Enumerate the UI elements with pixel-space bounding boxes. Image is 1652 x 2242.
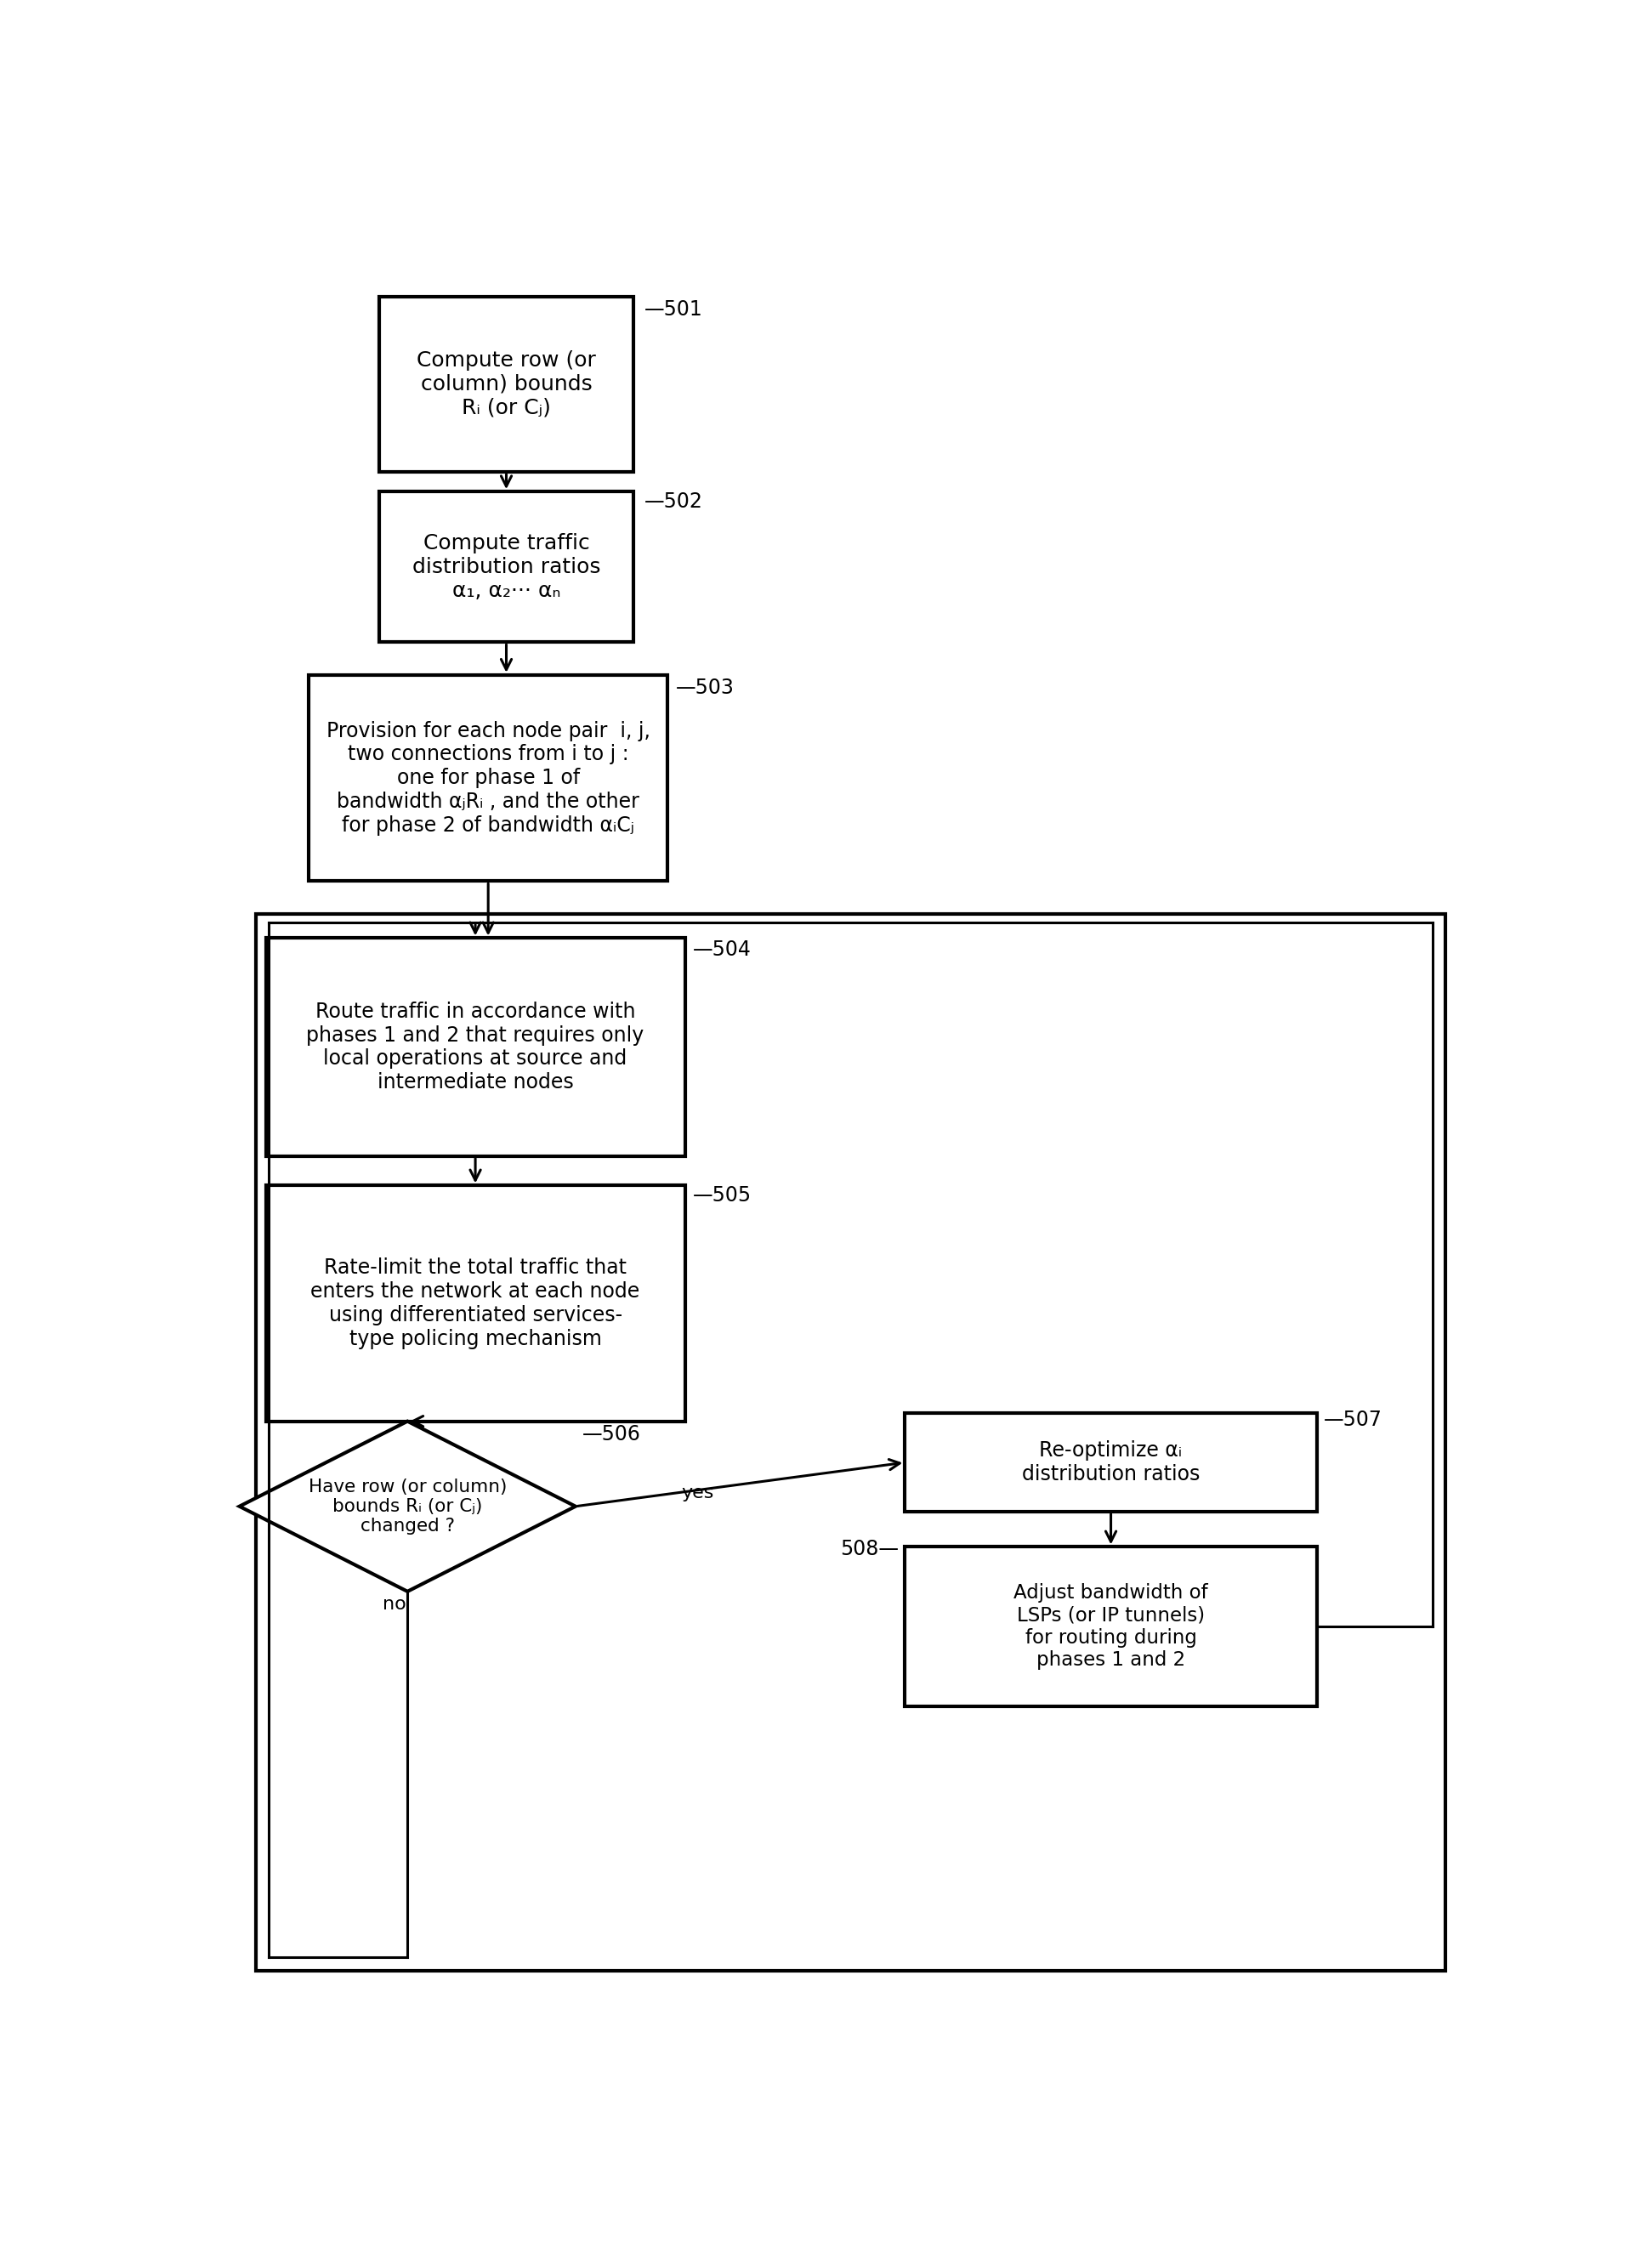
Text: Compute row (or
column) bounds
Rᵢ (or Cⱼ): Compute row (or column) bounds Rᵢ (or Cⱼ… xyxy=(416,350,596,417)
Bar xyxy=(256,915,1446,1971)
Polygon shape xyxy=(240,1421,575,1592)
Bar xyxy=(380,296,633,473)
Text: Re-optimize αᵢ
distribution ratios: Re-optimize αᵢ distribution ratios xyxy=(1023,1439,1199,1484)
Bar xyxy=(905,1412,1317,1511)
Bar xyxy=(905,1547,1317,1706)
Text: no: no xyxy=(383,1596,406,1612)
Text: —502: —502 xyxy=(644,491,704,511)
Text: Have row (or column)
bounds Rᵢ (or Cⱼ)
changed ?: Have row (or column) bounds Rᵢ (or Cⱼ) c… xyxy=(309,1477,507,1534)
Text: Rate-limit the total traffic that
enters the network at each node
using differen: Rate-limit the total traffic that enters… xyxy=(311,1258,639,1350)
Text: Adjust bandwidth of
LSPs (or IP tunnels)
for routing during
phases 1 and 2: Adjust bandwidth of LSPs (or IP tunnels)… xyxy=(1014,1583,1208,1670)
Bar xyxy=(309,675,667,881)
Bar xyxy=(266,937,686,1157)
Bar xyxy=(380,491,633,641)
Text: yes: yes xyxy=(681,1484,714,1502)
Text: —507: —507 xyxy=(1323,1410,1383,1430)
Text: Compute traffic
distribution ratios
α₁, α₂··· αₙ: Compute traffic distribution ratios α₁, … xyxy=(411,534,600,601)
Text: Provision for each node pair  i, j,
two connections from i to j :
one for phase : Provision for each node pair i, j, two c… xyxy=(327,720,651,836)
Text: —504: —504 xyxy=(692,939,752,960)
Text: —501: —501 xyxy=(644,300,704,321)
Bar xyxy=(266,1186,686,1421)
Text: —506: —506 xyxy=(582,1424,641,1444)
Text: 508—: 508— xyxy=(839,1538,899,1558)
Text: Route traffic in accordance with
phases 1 and 2 that requires only
local operati: Route traffic in accordance with phases … xyxy=(307,1002,644,1092)
Text: —505: —505 xyxy=(692,1186,752,1206)
Text: —503: —503 xyxy=(676,677,733,697)
